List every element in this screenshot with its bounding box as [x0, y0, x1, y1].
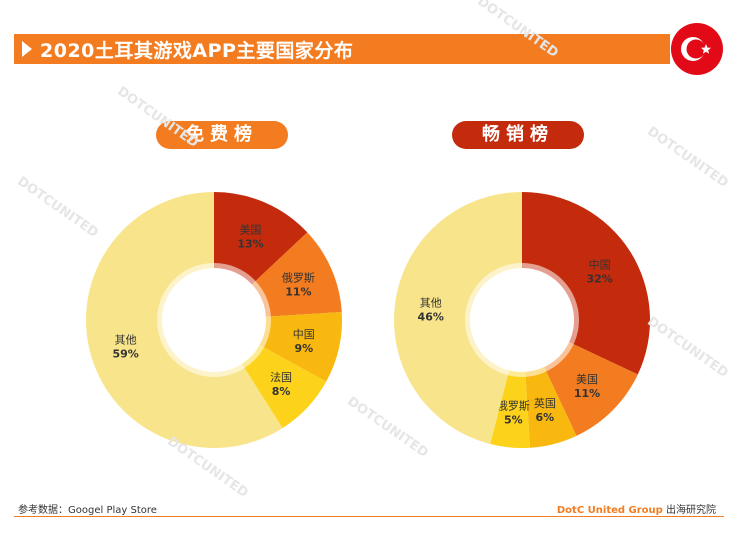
- grossing-label-0: 中国: [589, 259, 611, 272]
- turkey-flag-icon: [671, 23, 723, 75]
- footer-brand: DotC United Group 出海研究院: [557, 501, 716, 516]
- grossing-value-3: 5%: [504, 414, 523, 427]
- grossing-value-2: 6%: [536, 411, 555, 424]
- free-slice-0: [214, 192, 308, 285]
- brand-suffix: 出海研究院: [662, 505, 716, 516]
- free-slice-2: [259, 311, 342, 382]
- grossing-value-0: 32%: [587, 273, 613, 286]
- free-value-1: 11%: [285, 285, 311, 298]
- grossing-value-1: 11%: [574, 387, 600, 400]
- grossing-slice-2: [525, 367, 577, 448]
- grossing-donut-ring: [465, 263, 579, 377]
- free-donut-hole: [167, 273, 261, 367]
- brand-name: DotC United Group: [556, 505, 663, 516]
- source-note: 参考数据：Googel Play Store: [18, 505, 157, 516]
- free-slice-1: [251, 232, 342, 317]
- free-label-0: 美国: [240, 224, 262, 237]
- grossing-donut-hole: [475, 273, 569, 367]
- free-slice-3: [241, 345, 327, 429]
- grossing-label-2: 英国: [534, 396, 556, 410]
- free-label-2: 中国: [293, 328, 315, 341]
- bottom-divider: [14, 516, 724, 517]
- free-value-3: 8%: [272, 385, 291, 398]
- free-label-1: 俄罗斯: [282, 271, 315, 284]
- grossing-slice-3: [490, 370, 531, 449]
- free-donut-ring: [157, 263, 271, 377]
- grossing-slice-0: [522, 192, 650, 375]
- free-chart-title: 免费榜: [156, 121, 288, 149]
- free-label-4: 其他: [115, 334, 137, 347]
- grossing-label-3: 俄罗斯: [497, 400, 530, 413]
- grossing-chart-title: 畅销榜: [452, 121, 584, 149]
- grossing-slice-1: [544, 342, 638, 436]
- title-bar: 2020土耳其游戏APP主要国家分布: [14, 34, 670, 64]
- grossing-slice-4: [394, 192, 522, 444]
- free-value-0: 13%: [237, 238, 263, 251]
- free-value-4: 59%: [112, 348, 138, 361]
- grossing-label-4: 其他: [420, 296, 442, 309]
- grossing-value-4: 46%: [418, 310, 444, 323]
- page-title: 2020土耳其游戏APP主要国家分布: [40, 39, 354, 62]
- free-label-3: 法国: [270, 370, 292, 384]
- free-value-2: 9%: [294, 342, 313, 355]
- free-slice-4: [85, 192, 283, 448]
- triangle-icon: [22, 41, 32, 57]
- grossing-label-1: 美国: [576, 373, 598, 386]
